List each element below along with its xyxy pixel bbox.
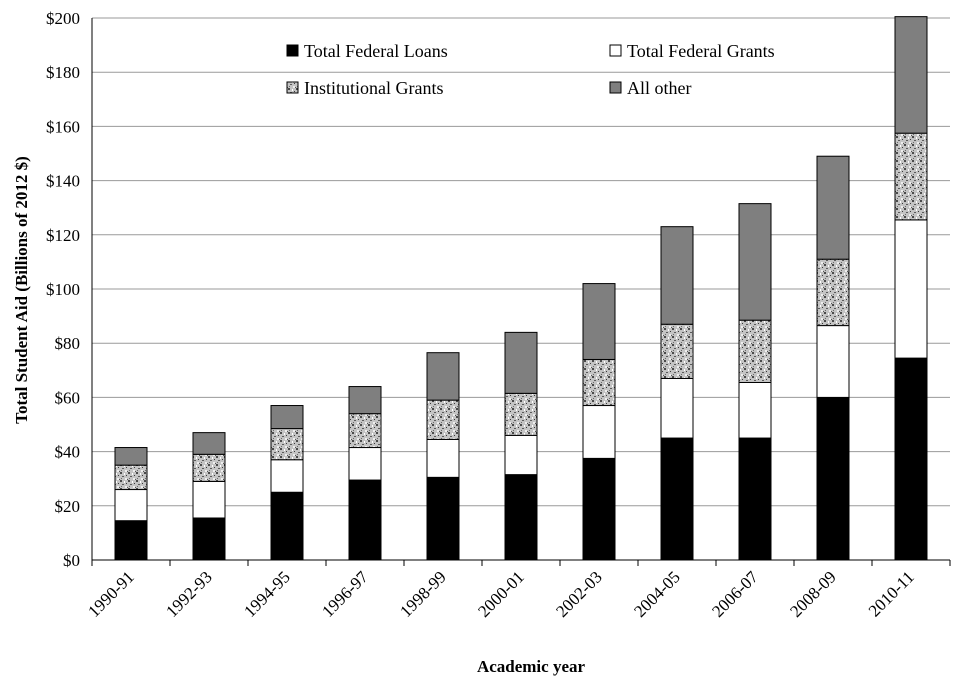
- x-tick-label: 2000-01: [474, 567, 528, 621]
- y-tick-label: $100: [46, 280, 80, 299]
- bar-segment: [114, 464, 148, 491]
- bar-segment: [504, 331, 538, 394]
- bar-segment: [660, 226, 694, 325]
- y-axis-title: Total Student Aid (Billions of 2012 $): [12, 156, 31, 424]
- bar-segment: [894, 357, 928, 561]
- bar-segment: [348, 447, 382, 481]
- bar-segment: [582, 283, 616, 360]
- bar-segment: [738, 319, 772, 383]
- legend-label: Total Federal Grants: [627, 41, 775, 61]
- y-tick-label: $20: [55, 497, 81, 516]
- bar-segment: [426, 476, 460, 561]
- y-tick-label: $200: [46, 9, 80, 28]
- bar-segment: [192, 453, 226, 482]
- bar-segment: [270, 459, 304, 493]
- x-tick-label: 1998-99: [396, 567, 450, 621]
- legend-swatch: [286, 81, 299, 94]
- y-tick-label: $40: [55, 443, 81, 462]
- x-tick-label: 2004-05: [630, 567, 684, 621]
- bar-segment: [582, 358, 616, 407]
- gridlines: [92, 17, 950, 507]
- bar-segment: [192, 432, 226, 455]
- bar-segment: [816, 258, 850, 327]
- bar-segment: [894, 219, 928, 359]
- bar-segment: [894, 132, 928, 221]
- bars: [114, 16, 928, 561]
- bar-segment: [270, 405, 304, 430]
- y-tick-label: $140: [46, 172, 80, 191]
- bar-segment: [426, 352, 460, 401]
- bar-segment: [348, 413, 382, 449]
- bar-segment: [192, 480, 226, 519]
- bar-segment: [816, 155, 850, 260]
- bar-segment: [738, 203, 772, 321]
- bar-segment: [504, 434, 538, 476]
- bar-segment: [426, 399, 460, 440]
- x-tick-label: 1990-91: [84, 567, 138, 621]
- bar-segment: [192, 517, 226, 561]
- bar-segment: [738, 381, 772, 439]
- bar-segment: [270, 428, 304, 461]
- x-axis-title: Academic year: [477, 657, 586, 676]
- legend-label: All other: [627, 78, 692, 98]
- y-tick-label: $80: [55, 334, 81, 353]
- y-tick-labels: $0 $20 $40 $60 $80 $100 $120 $140 $160 $180 $200: [46, 9, 80, 570]
- bar-segment: [894, 16, 928, 134]
- legend-label: Total Federal Loans: [304, 41, 448, 61]
- legend-label: Institutional Grants: [304, 78, 443, 98]
- x-tick-labels: 1990-91 1992-93 1994-95 1996-97 1998-99 2000-…: [84, 560, 951, 621]
- x-tick-label: 1994-95: [240, 567, 294, 621]
- bar-segment: [660, 323, 694, 379]
- bar-segment: [114, 489, 148, 522]
- bar-segment: [816, 325, 850, 398]
- bar-segment: [582, 457, 616, 561]
- x-tick-label: 2010-11: [865, 567, 918, 620]
- bar-segment: [660, 437, 694, 561]
- bar-segment: [582, 405, 616, 459]
- bar-segment: [348, 479, 382, 561]
- legend-swatch: [286, 44, 299, 57]
- x-tick-label: 2008-09: [786, 567, 840, 621]
- x-tick-label: 2006-07: [708, 567, 762, 621]
- axes: [91, 18, 950, 561]
- y-tick-label: $0: [63, 551, 80, 570]
- y-tick-label: $160: [46, 117, 80, 136]
- bar-segment: [114, 447, 148, 466]
- legend-swatch: [609, 44, 622, 57]
- bar-segment: [738, 437, 772, 561]
- bar-segment: [504, 392, 538, 436]
- legend-swatch: [609, 81, 622, 94]
- y-tick-label: $60: [55, 388, 81, 407]
- bar-segment: [426, 438, 460, 478]
- y-tick-label: $120: [46, 226, 80, 245]
- bar-segment: [114, 520, 148, 561]
- bar-segment: [348, 386, 382, 415]
- legend: Total Federal Loans Total Federal Grants I…: [286, 41, 775, 98]
- bar-segment: [504, 474, 538, 561]
- x-tick-label: 1996-97: [318, 567, 372, 621]
- bar-segment: [660, 377, 694, 439]
- bar-segment: [270, 491, 304, 561]
- y-tick-label: $180: [46, 63, 80, 82]
- bar-segment: [816, 396, 850, 561]
- x-tick-label: 1992-93: [162, 567, 216, 621]
- x-tick-label: 2002-03: [552, 567, 606, 621]
